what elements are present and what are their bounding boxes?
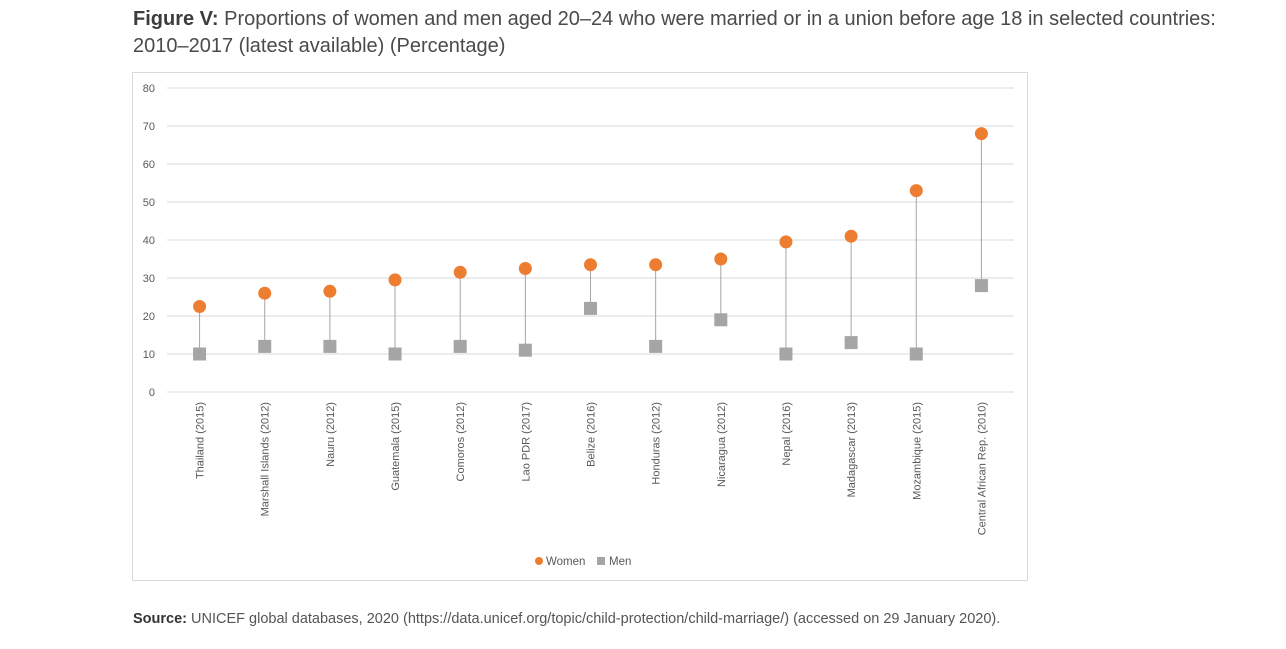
women-marker [649,258,663,272]
legend-women-marker [535,557,543,565]
y-tick-label: 30 [143,273,155,285]
x-category-label: Comoros (2012) [455,402,467,481]
men-marker [649,339,663,353]
men-series [193,279,988,361]
women-marker [518,262,532,275]
source-label: Source: [133,611,187,627]
source-note: Source: UNICEF global databases, 2020 (h… [133,611,1000,627]
women-marker [974,127,988,141]
figure-title-text: Proportions of women and men aged 20–24 … [133,8,1216,57]
y-tick-label: 80 [143,83,155,95]
y-tick-label: 60 [143,159,155,171]
x-category-label: Central African Rep. (2010) [976,402,988,535]
women-marker [258,286,272,300]
women-marker [193,300,207,313]
y-tick-label: 70 [143,121,155,133]
source-text: UNICEF global databases, 2020 (https://d… [191,611,1001,627]
men-marker [193,347,207,361]
x-axis-labels: Thailand (2015) Marshall Islands (2012) Na… [195,402,989,535]
women-marker [779,235,793,249]
y-tick-label: 20 [143,311,155,323]
women-marker [453,265,467,279]
legend: Women Men [535,556,631,568]
y-tick-label: 0 [149,387,155,399]
women-marker [844,229,858,243]
women-series [193,127,988,313]
x-category-label: Nicaragua (2012) [716,402,728,487]
x-category-label: Nepal (2016) [781,402,793,466]
figure-title: Figure V: Proportions of women and men a… [133,6,1233,60]
men-marker [909,347,923,361]
y-axis-ticks: 0 10 20 30 40 50 60 70 80 [143,83,155,399]
chart-container: 0 10 20 30 40 50 60 70 80 Thailand (2015) Marshal… [132,72,1028,581]
figure-label: Figure V: [133,8,219,30]
x-category-label: Madagascar (2013) [846,402,858,497]
women-marker [909,184,923,198]
men-marker [779,347,793,361]
men-marker [258,339,272,353]
men-marker [844,336,858,350]
men-marker [974,279,988,293]
dot-plot-chart: 0 10 20 30 40 50 60 70 80 Thailand (2015) Marshal… [143,83,1014,568]
women-marker [584,258,597,272]
y-tick-label: 10 [143,349,155,361]
gridlines [167,87,1014,393]
x-category-label: Mozambique (2015) [911,402,923,500]
men-marker [584,301,597,315]
x-category-label: Nauru (2012) [325,402,337,467]
men-marker [323,339,337,353]
x-category-label: Belize (2016) [586,402,598,467]
x-category-label: Thailand (2015) [195,402,207,479]
men-marker [714,313,728,327]
women-marker [714,252,728,266]
legend-men-marker [597,557,605,565]
men-marker [388,347,402,361]
y-tick-label: 40 [143,235,155,247]
x-category-label: Honduras (2012) [651,402,663,485]
women-marker [388,273,402,287]
legend-women-label: Women [546,556,585,568]
y-tick-label: 50 [143,197,155,209]
men-marker [518,343,532,357]
x-category-label: Guatemala (2015) [390,402,402,491]
connector-lines [199,133,982,354]
x-category-label: Lao PDR (2017) [520,402,532,482]
legend-men-label: Men [609,556,631,568]
women-marker [323,284,337,298]
x-category-label: Marshall Islands (2012) [260,402,272,516]
men-marker [453,339,467,353]
